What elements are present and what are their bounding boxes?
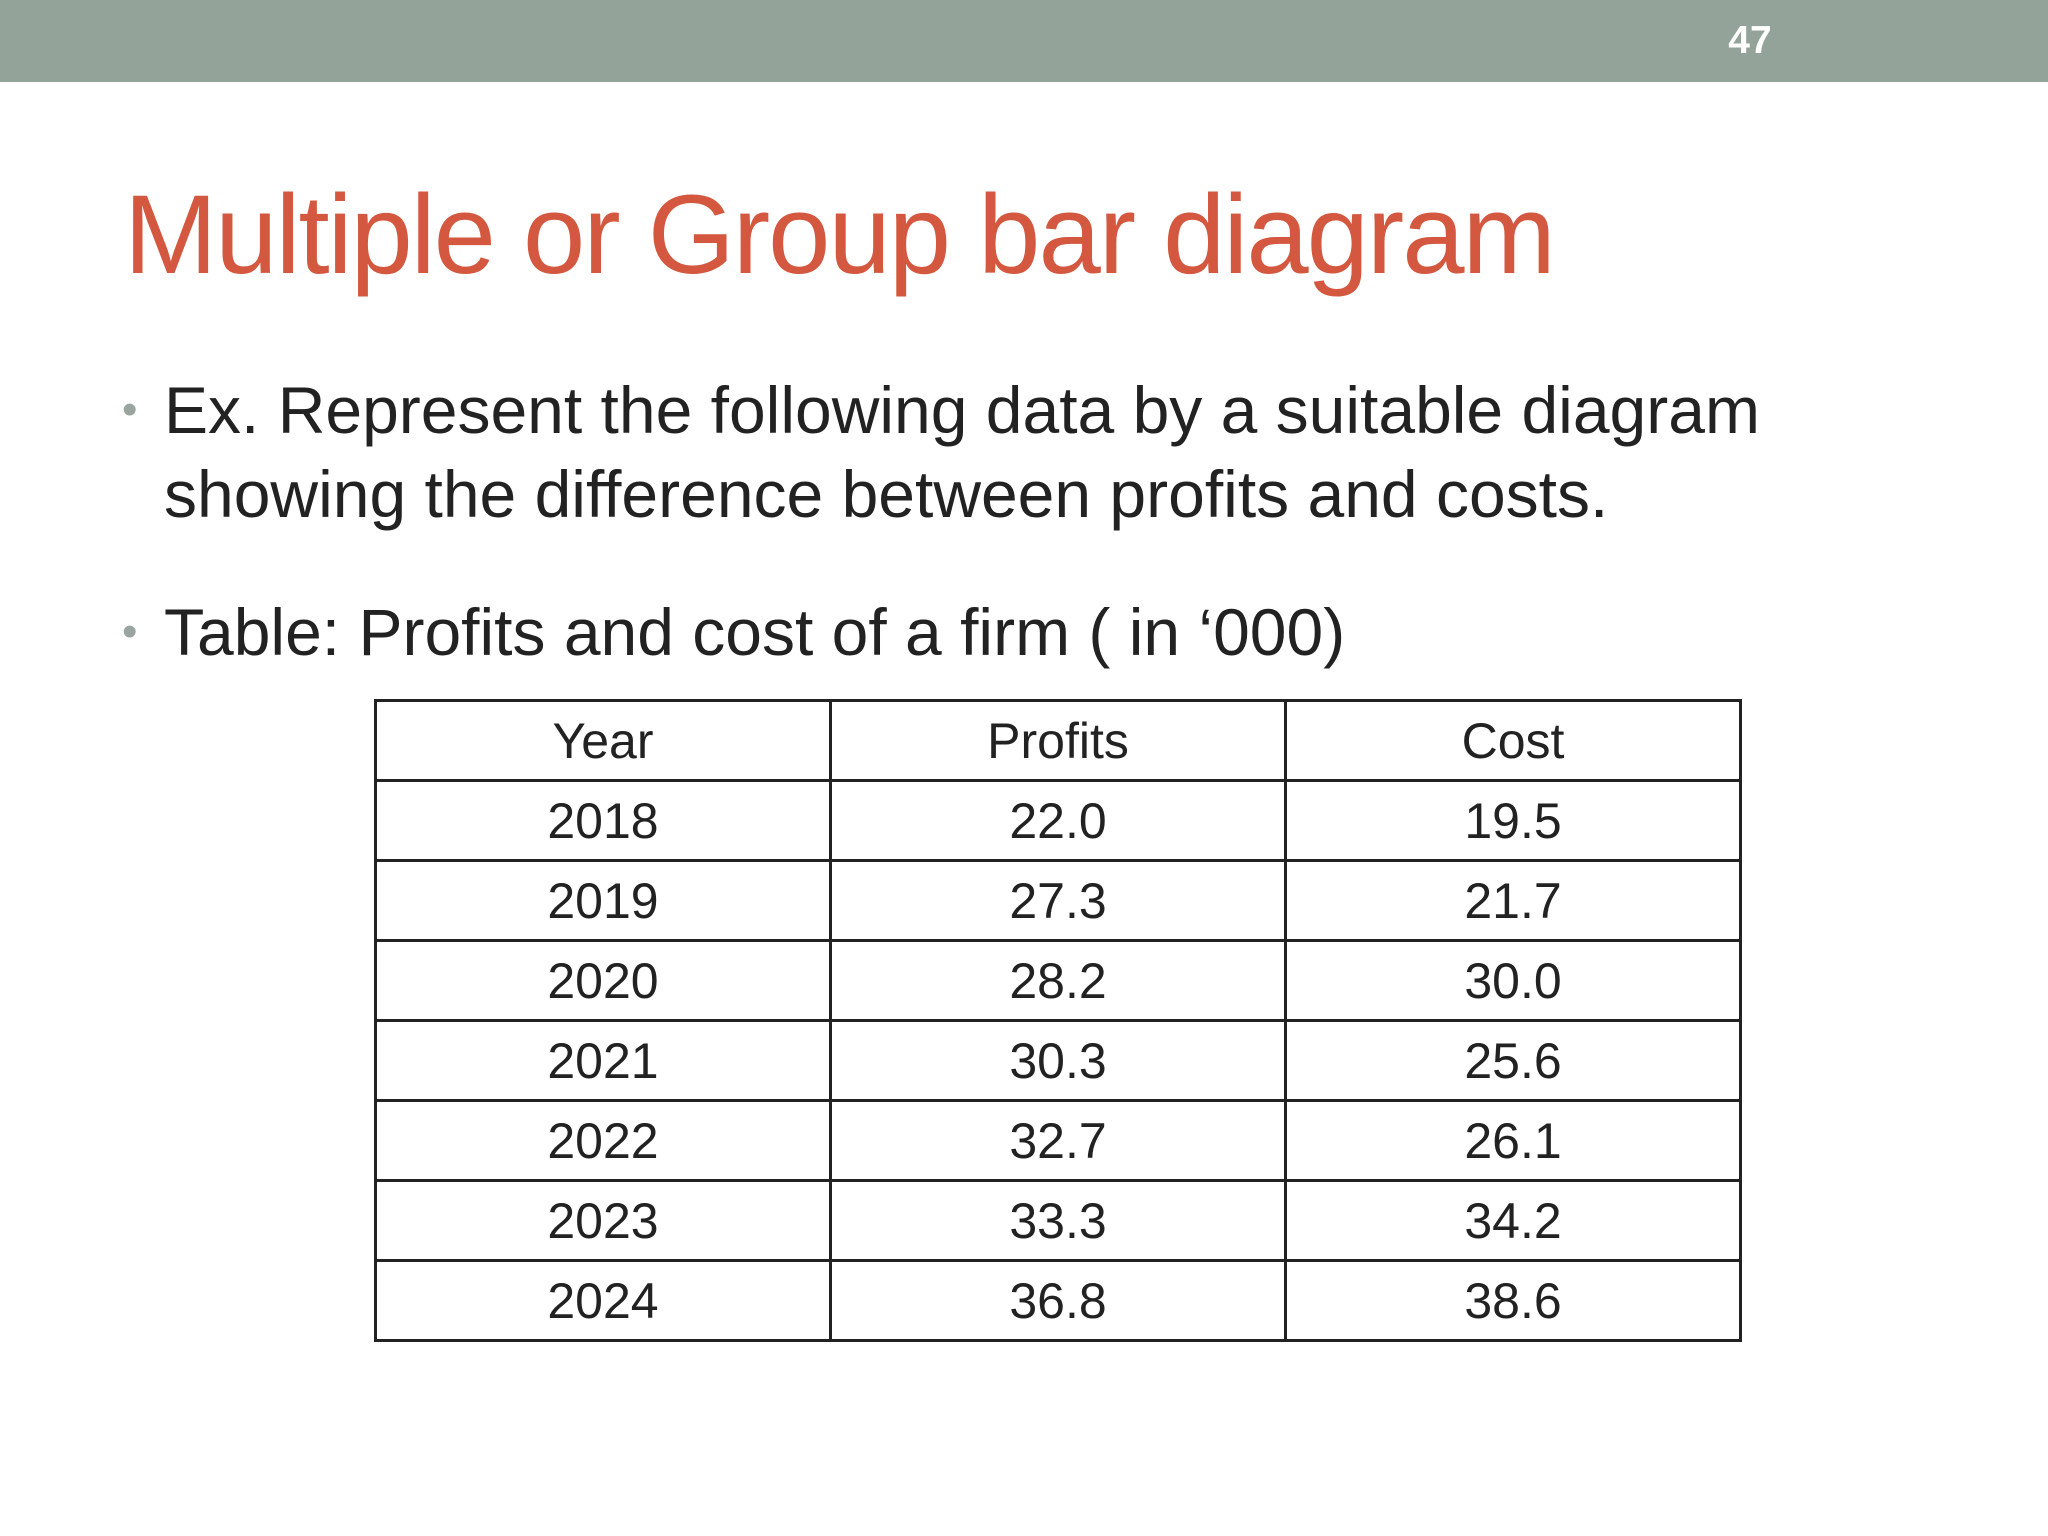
cost-cell: 34.2	[1284, 1179, 1742, 1262]
bullet-marker: •	[122, 607, 138, 656]
bullet-list: • Ex. Represent the following data by a …	[120, 368, 1920, 674]
profits-cell: 32.7	[829, 1099, 1287, 1182]
year-cell: 2018	[374, 779, 832, 862]
slide-number: 47	[1728, 19, 1772, 62]
table-row: 2023 33.3 34.2	[374, 1179, 1742, 1262]
bullet-exercise: • Ex. Represent the following data by a …	[120, 368, 1920, 536]
cost-cell: 38.6	[1284, 1259, 1742, 1342]
year-cell: 2019	[374, 859, 832, 942]
table-row: 2022 32.7 26.1	[374, 1099, 1742, 1182]
top-bar: 47	[0, 0, 2048, 82]
table-header-row: Year Profits Cost	[374, 699, 1742, 782]
year-cell: 2023	[374, 1179, 832, 1262]
cost-cell: 21.7	[1284, 859, 1742, 942]
profits-cell: 22.0	[829, 779, 1287, 862]
header-year: Year	[374, 699, 832, 782]
profits-cell: 27.3	[829, 859, 1287, 942]
bullet-marker: •	[122, 385, 138, 434]
cost-cell: 19.5	[1284, 779, 1742, 862]
profits-cost-table: Year Profits Cost 2018 22.0 19.5 2019 27…	[374, 699, 1742, 1342]
table-row: 2024 36.8 38.6	[374, 1259, 1742, 1342]
year-cell: 2021	[374, 1019, 832, 1102]
header-cost: Cost	[1284, 699, 1742, 782]
slide-title: Multiple or Group bar diagram	[124, 172, 1556, 297]
table-row: 2021 30.3 25.6	[374, 1019, 1742, 1102]
table-row: 2020 28.2 30.0	[374, 939, 1742, 1022]
profits-cell: 28.2	[829, 939, 1287, 1022]
year-cell: 2024	[374, 1259, 832, 1342]
year-cell: 2022	[374, 1099, 832, 1182]
cost-cell: 30.0	[1284, 939, 1742, 1022]
profits-cell: 36.8	[829, 1259, 1287, 1342]
profits-cell: 30.3	[829, 1019, 1287, 1102]
bullet-text: Table: Profits and cost of a firm ( in ‘…	[164, 595, 1346, 669]
cost-cell: 25.6	[1284, 1019, 1742, 1102]
table-row: 2019 27.3 21.7	[374, 859, 1742, 942]
bullet-text: Ex. Represent the following data by a su…	[164, 373, 1760, 531]
profits-cell: 33.3	[829, 1179, 1287, 1262]
bullet-table-caption: • Table: Profits and cost of a firm ( in…	[120, 590, 1920, 674]
year-cell: 2020	[374, 939, 832, 1022]
header-profits: Profits	[829, 699, 1287, 782]
table-row: 2018 22.0 19.5	[374, 779, 1742, 862]
cost-cell: 26.1	[1284, 1099, 1742, 1182]
